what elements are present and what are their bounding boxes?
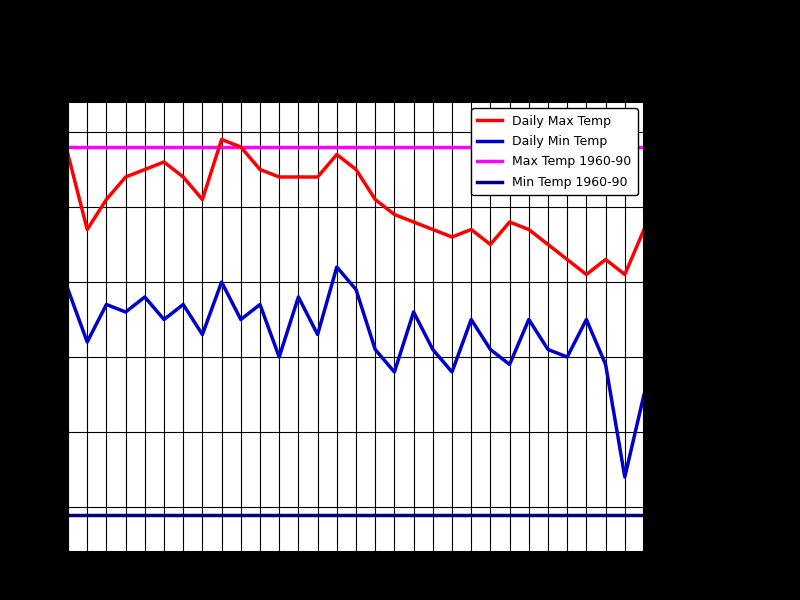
Daily Min Temp [582, 316, 591, 323]
Daily Min Temp [409, 308, 418, 316]
Daily Min Temp [524, 316, 534, 323]
Line: Daily Min Temp: Daily Min Temp [68, 267, 663, 477]
Daily Max Temp [524, 226, 534, 233]
Daily Max Temp [620, 271, 630, 278]
Daily Max Temp [198, 196, 207, 203]
Daily Max Temp [351, 166, 361, 173]
Daily Min Temp [601, 361, 610, 368]
Max Temp 1960-90 [44, 143, 54, 151]
Daily Min Temp [447, 368, 457, 376]
Daily Min Temp [82, 338, 92, 346]
Daily Min Temp [63, 286, 73, 293]
Daily Min Temp [274, 353, 284, 361]
Daily Min Temp [121, 308, 130, 316]
Daily Min Temp [505, 361, 514, 368]
Daily Min Temp [294, 293, 303, 301]
Daily Min Temp [178, 301, 188, 308]
Daily Min Temp [159, 316, 169, 323]
Daily Max Temp [390, 211, 399, 218]
Daily Max Temp [505, 218, 514, 226]
Daily Min Temp [428, 346, 438, 353]
Daily Max Temp [236, 143, 246, 151]
Daily Min Temp [140, 293, 150, 301]
Daily Min Temp [620, 473, 630, 481]
Daily Max Temp [428, 226, 438, 233]
Legend: Daily Max Temp, Daily Min Temp, Max Temp 1960-90, Min Temp 1960-90: Daily Max Temp, Daily Min Temp, Max Temp… [471, 108, 638, 195]
Daily Max Temp [409, 218, 418, 226]
Daily Max Temp [313, 173, 322, 181]
Daily Max Temp [370, 196, 380, 203]
Daily Max Temp [601, 256, 610, 263]
Daily Min Temp [466, 316, 476, 323]
Daily Min Temp [332, 263, 342, 271]
Daily Max Temp [140, 166, 150, 173]
Daily Max Temp [466, 226, 476, 233]
Daily Min Temp [370, 346, 380, 353]
Text: Payhembury Temperatures: Payhembury Temperatures [241, 48, 447, 63]
Daily Max Temp [121, 173, 130, 181]
Max Temp 1960-90 [63, 143, 73, 151]
Daily Min Temp [198, 331, 207, 338]
Daily Max Temp [159, 158, 169, 166]
Daily Min Temp [390, 368, 399, 376]
Daily Max Temp [332, 151, 342, 158]
Daily Max Temp [178, 173, 188, 181]
Daily Max Temp [639, 226, 649, 233]
Min Temp 1960-90 [63, 511, 73, 518]
Daily Min Temp [658, 361, 668, 368]
Daily Max Temp [217, 136, 226, 143]
Daily Max Temp [274, 173, 284, 181]
Daily Max Temp [63, 151, 73, 158]
Daily Max Temp [102, 196, 111, 203]
Daily Min Temp [236, 316, 246, 323]
Daily Min Temp [562, 353, 572, 361]
Daily Max Temp [543, 241, 553, 248]
Daily Max Temp [255, 166, 265, 173]
Daily Min Temp [313, 331, 322, 338]
Daily Min Temp [217, 278, 226, 286]
Line: Daily Max Temp: Daily Max Temp [68, 139, 644, 275]
Daily Max Temp [562, 256, 572, 263]
Daily Max Temp [486, 241, 495, 248]
Daily Max Temp [582, 271, 591, 278]
Daily Min Temp [486, 346, 495, 353]
Daily Max Temp [294, 173, 303, 181]
Daily Max Temp [82, 226, 92, 233]
Daily Max Temp [447, 233, 457, 241]
Daily Min Temp [351, 286, 361, 293]
Daily Min Temp [102, 301, 111, 308]
Daily Min Temp [543, 346, 553, 353]
Text: October 2008: October 2008 [291, 68, 397, 83]
Daily Min Temp [255, 301, 265, 308]
Min Temp 1960-90 [44, 511, 54, 518]
Daily Min Temp [639, 391, 649, 398]
